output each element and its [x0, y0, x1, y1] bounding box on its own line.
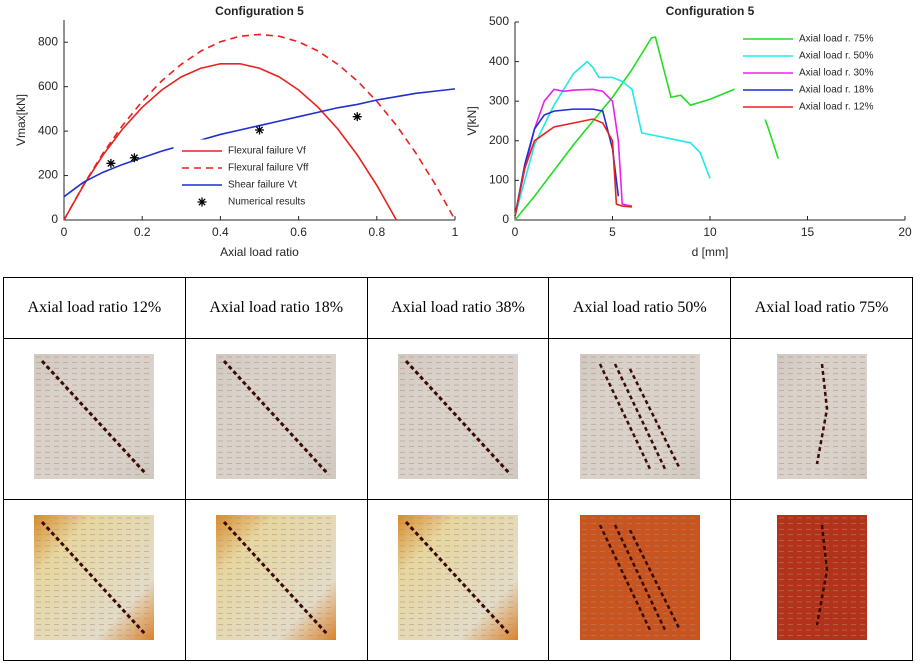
- x-tick-label: 15: [801, 225, 815, 239]
- legend-label: Axial load r. 30%: [799, 68, 874, 79]
- crack: [815, 363, 828, 465]
- legend-label: Axial load r. 50%: [799, 51, 874, 62]
- legend-marker: [197, 197, 207, 207]
- image-cell: [3, 499, 186, 661]
- panel-image: [579, 354, 700, 479]
- image-cell: [548, 338, 732, 500]
- wall: [397, 515, 518, 640]
- wall: [397, 354, 518, 479]
- y-axis-label: Vmax[kN]: [14, 94, 28, 146]
- header-cell: Axial load ratio 50%: [548, 277, 732, 339]
- y-tick-label: 200: [38, 168, 58, 182]
- x-tick-label: 0.8: [368, 225, 385, 239]
- image-row: [3, 338, 913, 500]
- panel-image: [34, 515, 155, 640]
- wall: [216, 515, 337, 640]
- data-point: [352, 112, 362, 122]
- panel-image: [776, 515, 867, 640]
- x-tick-label: 5: [609, 225, 616, 239]
- header-cell: Axial load ratio 75%: [730, 277, 913, 339]
- crack: [598, 524, 681, 631]
- image-cell: [548, 499, 732, 661]
- panel-image: [579, 515, 700, 640]
- y-tick-label: 500: [489, 14, 509, 28]
- crack: [404, 359, 512, 476]
- series-line: [514, 118, 633, 217]
- wall: [34, 354, 155, 479]
- legend-label: Flexural failure Vf: [228, 146, 306, 157]
- crack: [815, 524, 828, 626]
- image-cell: [366, 338, 550, 500]
- x-tick-label: 1: [452, 225, 459, 239]
- legend-label: Numerical results: [228, 197, 305, 208]
- data-point: [106, 158, 116, 168]
- x-tick-label: 0: [61, 225, 68, 239]
- crack: [223, 359, 330, 476]
- series-line: [63, 62, 398, 221]
- series-line: [514, 60, 711, 217]
- y-tick-label: 100: [489, 173, 509, 187]
- y-tick-label: 0: [502, 212, 509, 226]
- header-cell: Axial load ratio 38%: [366, 277, 550, 339]
- y-tick-label: 400: [38, 123, 58, 137]
- wall: [34, 515, 155, 640]
- legend-label: Axial load r. 18%: [799, 85, 874, 96]
- y-tick-label: 600: [38, 79, 58, 93]
- data-point: [255, 125, 264, 135]
- panel-image: [216, 354, 337, 479]
- header-cell: Axial load ratio 18%: [184, 277, 368, 339]
- x-tick-label: 20: [898, 225, 912, 239]
- x-tick-label: 0.6: [290, 225, 307, 239]
- wall: [216, 354, 337, 479]
- header-row: Axial load ratio 12% Axial load ratio 18…: [3, 277, 913, 339]
- data-point: [129, 153, 139, 163]
- panel-image: [34, 354, 155, 479]
- header-cell: Axial load ratio 12%: [3, 277, 186, 339]
- x-tick-label: 10: [703, 225, 717, 239]
- panel-image: [397, 354, 518, 479]
- x-tick-label: 0.2: [134, 225, 151, 239]
- y-axis-label: V[kN]: [465, 106, 479, 135]
- series-line: [514, 108, 620, 217]
- crack: [404, 520, 512, 637]
- panel-image: [397, 515, 518, 640]
- legend-label: Shear failure Vt: [228, 180, 297, 191]
- series-line: [63, 33, 456, 221]
- image-cell: [184, 499, 368, 661]
- results-table: Axial load ratio 12% Axial load ratio 18…: [3, 277, 913, 661]
- chart-title: Configuration 5: [666, 4, 755, 18]
- y-tick-label: 0: [51, 212, 58, 226]
- panel-image: [776, 354, 867, 479]
- panel-image: [216, 515, 337, 640]
- crack: [41, 359, 148, 476]
- crack: [598, 363, 681, 470]
- x-tick-label: 0.4: [212, 225, 229, 239]
- image-cell: [730, 499, 913, 661]
- y-tick-label: 200: [489, 133, 509, 147]
- legend-label: Flexural failure Vff: [228, 163, 309, 174]
- x-axis-label: d [mm]: [692, 245, 729, 259]
- chart-title: Configuration 5: [215, 4, 304, 18]
- legend-label: Axial load r. 75%: [799, 34, 874, 45]
- legend-label: Axial load r. 12%: [799, 102, 874, 113]
- image-cell: [730, 338, 913, 500]
- crack: [223, 520, 330, 637]
- image-cell: [184, 338, 368, 500]
- image-cell: [3, 338, 186, 500]
- crack: [41, 520, 148, 637]
- image-row: [3, 499, 913, 661]
- y-tick-label: 300: [489, 93, 509, 107]
- image-cell: [366, 499, 550, 661]
- y-tick-label: 800: [38, 34, 58, 48]
- x-tick-label: 0: [512, 225, 519, 239]
- x-axis-label: Axial load ratio: [220, 245, 299, 259]
- y-tick-label: 400: [489, 54, 509, 68]
